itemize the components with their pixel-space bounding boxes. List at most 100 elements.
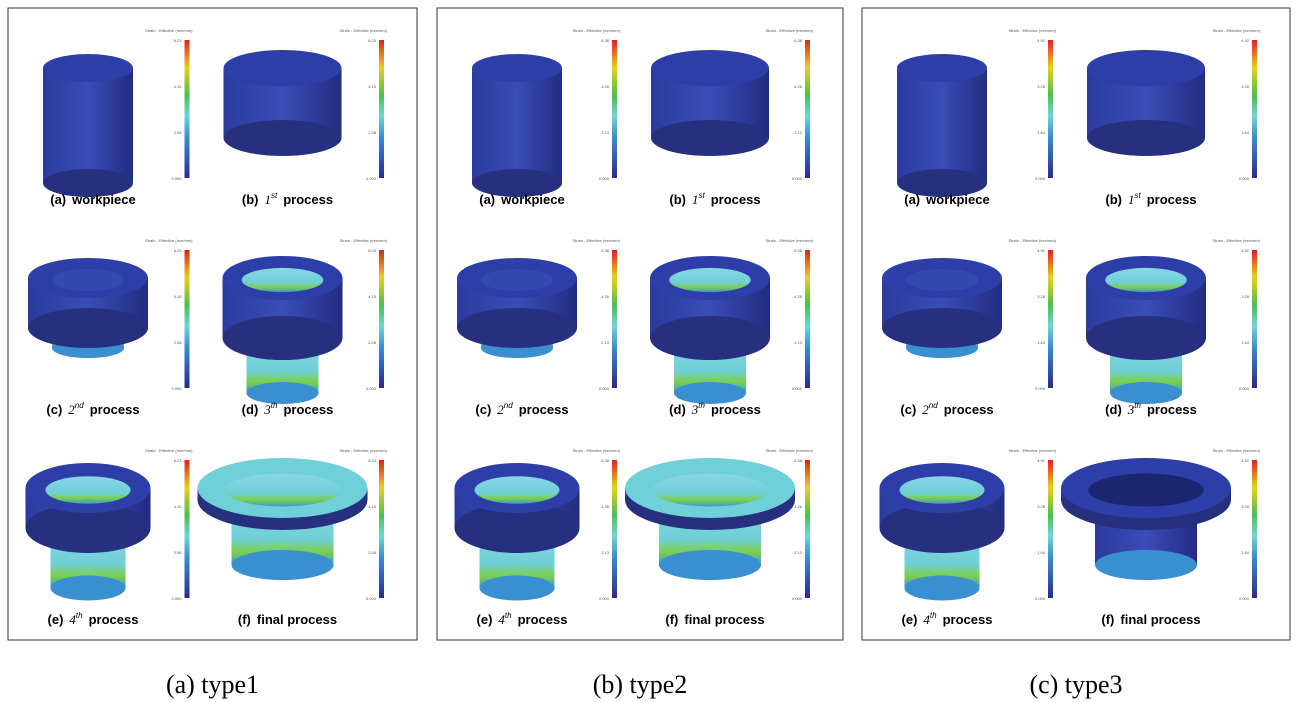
colorbar [1048,40,1053,178]
part-cavity [1105,268,1187,292]
stem-base [905,576,980,601]
stem-base [1095,550,1197,580]
colorbar-tick-label: 4.92 [1241,458,1250,463]
label-text: process [1147,192,1197,207]
part-body [472,68,562,183]
part-cavity [242,268,324,292]
label-prefix: (d) [669,402,686,417]
label-text: final process [257,612,337,627]
colorbar-tick-label: 6.38 [601,248,610,253]
part-top [224,50,342,86]
colorbar-title: Strain - Effective (mm/mm) [573,448,621,453]
label-text: final process [684,612,764,627]
colorbar-tick-label: 0.000 [366,596,377,601]
colorbar-tick-label: 0.000 [1239,596,1250,601]
label-prefix: (b) [669,192,686,207]
subfigure-label: (b)1stprocess [669,191,760,207]
colorbar-tick-label: 1.64 [1037,340,1046,345]
colorbar-title: Strain - Effective (mm/mm) [766,448,814,453]
label-text: process [944,402,994,417]
colorbar-title: Strain - Effective (mm/mm) [1009,238,1057,243]
colorbar-tick-label: 4.26 [794,84,803,89]
part-top [651,50,769,86]
colorbar-tick-label: 0.000 [1239,176,1250,181]
label-text: workpiece [71,192,136,207]
colorbar-tick-label: 0.000 [366,176,377,181]
part-bottom [1086,316,1206,360]
label-text: workpiece [925,192,990,207]
label-prefix: (f) [238,612,251,627]
colorbar [379,460,384,598]
colorbar-tick-label: 4.15 [368,294,377,299]
part-bottom [223,316,343,360]
colorbar-tick-label: 4.15 [368,504,377,509]
label-prefix: (c) [46,402,62,417]
colorbar-tick-label: 2.13 [601,550,610,555]
subfigure-label: (c)2ndprocess [900,401,993,417]
label-prefix: (a) [479,192,495,207]
label-prefix: (b) [1105,192,1122,207]
colorbar-tick-label: 0.000 [171,386,182,391]
part-bottom [224,120,342,156]
colorbar-tick-label: 4.92 [1037,458,1046,463]
colorbar [805,460,810,598]
subfigure-label: (e)4thprocess [477,611,568,627]
colorbar [185,250,190,388]
colorbar-tick-label: 6.38 [601,458,610,463]
label-superscript: st [271,191,278,200]
colorbar [185,40,190,178]
colorbar-tick-label: 6.38 [601,38,610,43]
label-text: process [283,402,333,417]
panel-caption: (b) type2 [593,670,688,699]
figure: (a) type1Strain - Effective (mm/mm)6.234… [0,0,1299,702]
colorbar-title: Strain - Effective (mm/mm) [340,448,388,453]
colorbar-tick-label: 4.15 [368,84,377,89]
part-body [897,68,987,183]
label-superscript: st [1135,191,1142,200]
stem-base [1110,382,1182,404]
colorbar-tick-label: 0.000 [599,176,610,181]
label-text: process [1147,402,1197,417]
colorbar-tick-label: 4.92 [1241,38,1250,43]
colorbar-tick-label: 0.000 [792,176,803,181]
colorbar-title: Strain - Effective (mm/mm) [145,448,193,453]
colorbar-tick-label: 0.000 [599,386,610,391]
label-superscript: th [930,611,937,620]
colorbar-tick-label: 0.000 [1239,386,1250,391]
colorbar-tick-label: 6.23 [174,458,183,463]
colorbar [1048,460,1053,598]
part-cavity [475,476,560,504]
colorbar-tick-label: 4.92 [1037,248,1046,253]
subfigure-label: (a)workpiece [904,192,989,207]
colorbar-tick-label: 6.23 [368,248,377,253]
colorbar-tick-label: 2.13 [601,340,610,345]
colorbar [1048,250,1053,388]
colorbar-tick-label: 6.23 [174,38,183,43]
colorbar-title: Strain - Effective (mm/mm) [1213,28,1261,33]
colorbar [805,250,810,388]
colorbar [1252,250,1257,388]
colorbar-tick-label: 1.64 [1241,550,1250,555]
colorbar-title: Strain - Effective (mm/mm) [573,28,621,33]
colorbar-tick-label: 4.15 [174,504,183,509]
colorbar-tick-label: 6.38 [794,458,803,463]
colorbar-tick-label: 2.13 [794,130,803,135]
label-text: process [283,192,333,207]
colorbar [805,40,810,178]
part-top [1087,50,1205,86]
colorbar-title: Strain - Effective (mm/mm) [573,238,621,243]
colorbar-tick-label: 2.08 [368,130,377,135]
label-prefix: (e) [477,612,493,627]
part-cavity [900,476,985,504]
colorbar [612,40,617,178]
colorbar-tick-label: 2.13 [794,550,803,555]
colorbar-title: Strain - Effective (mm/mm) [1009,448,1057,453]
colorbar-tick-label: 1.64 [1241,340,1250,345]
colorbar-tick-label: 2.13 [601,130,610,135]
colorbar-tick-label: 4.26 [601,504,610,509]
colorbar-tick-label: 4.26 [601,84,610,89]
